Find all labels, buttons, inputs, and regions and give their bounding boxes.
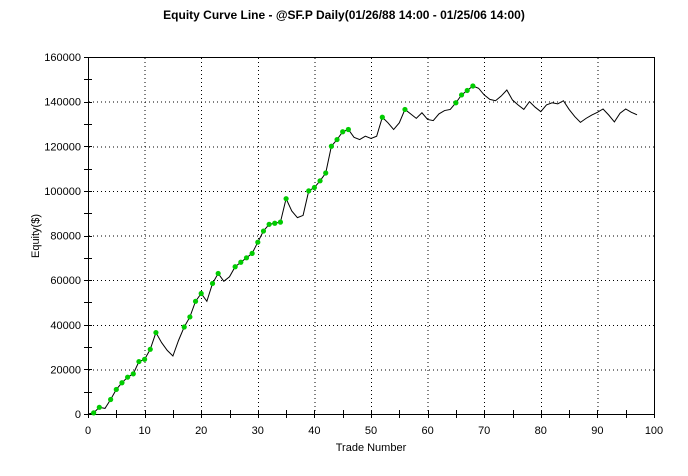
y-tick-label: 20000	[50, 364, 81, 376]
x-tick-label: 10	[138, 425, 150, 437]
y-tick-label: 80000	[50, 231, 81, 243]
new-high-marker	[243, 255, 250, 261]
new-high-marker	[215, 270, 221, 277]
new-high-marker	[458, 92, 465, 98]
y-tick-label: 40000	[50, 320, 81, 332]
new-high-marker	[130, 371, 136, 377]
new-high-marker	[108, 396, 114, 403]
x-tick-label: 30	[252, 425, 264, 437]
y-tick-label: 100000	[44, 186, 81, 198]
x-tick-label: 20	[195, 425, 207, 437]
new-high-marker	[153, 329, 159, 336]
new-high-marker	[238, 259, 244, 265]
new-high-marker	[209, 280, 216, 287]
x-tick-label: 90	[591, 425, 603, 437]
y-tick-label: 140000	[44, 97, 81, 109]
new-high-marker	[334, 136, 340, 143]
new-high-marker	[249, 250, 255, 256]
new-high-marker	[198, 290, 204, 297]
x-tick-label: 80	[535, 425, 547, 437]
new-high-marker	[96, 404, 102, 410]
new-high-marker	[266, 221, 272, 227]
new-high-marker	[379, 114, 385, 120]
new-high-marker	[91, 410, 97, 416]
new-high-marker	[345, 126, 351, 133]
new-high-marker	[272, 220, 278, 226]
x-tick-label: 60	[421, 425, 433, 437]
new-high-marker	[136, 358, 142, 365]
x-tick-label: 0	[85, 425, 91, 437]
new-high-marker	[470, 83, 476, 89]
new-high-marker	[328, 143, 334, 149]
y-tick-label: 160000	[44, 52, 81, 64]
gridlines	[89, 58, 654, 414]
new-high-marker	[119, 380, 125, 386]
new-high-marker	[147, 346, 153, 352]
x-tick-label: 100	[645, 425, 663, 437]
new-high-marker	[464, 87, 470, 94]
new-high-marker	[277, 219, 284, 225]
equity-line	[87, 85, 638, 415]
new-high-marker	[260, 228, 267, 234]
new-high-marker	[283, 196, 289, 202]
new-high-marker	[402, 106, 408, 113]
new-high-marker	[113, 386, 119, 393]
new-high-marker	[232, 264, 238, 270]
new-high-marker	[323, 170, 329, 176]
y-tick-label: 60000	[50, 275, 81, 287]
new-high-marker	[453, 100, 459, 106]
chart-title: Equity Curve Line - @SF.P Daily(01/26/88…	[163, 8, 525, 22]
y-tick-label: 0	[75, 409, 81, 421]
new-high-markers	[91, 83, 476, 416]
axis-ticks	[84, 57, 655, 418]
x-tick-label: 70	[478, 425, 490, 437]
x-tick-label: 40	[308, 425, 320, 437]
new-high-marker	[255, 239, 261, 245]
new-high-marker	[306, 188, 312, 194]
new-high-marker	[181, 324, 187, 330]
x-tick-label: 50	[365, 425, 377, 437]
new-high-marker	[192, 298, 199, 304]
new-high-marker	[311, 184, 317, 191]
new-high-marker	[125, 374, 131, 380]
new-high-marker	[340, 129, 346, 135]
y-tick-label: 120000	[44, 141, 81, 153]
x-axis-title: Trade Number	[335, 442, 407, 454]
tick-labels: 0 20000 40000 60000 80000 100000 120000 140000 1…	[44, 52, 663, 437]
new-high-marker	[187, 314, 193, 320]
new-high-marker	[142, 356, 148, 362]
new-high-marker	[317, 178, 323, 184]
